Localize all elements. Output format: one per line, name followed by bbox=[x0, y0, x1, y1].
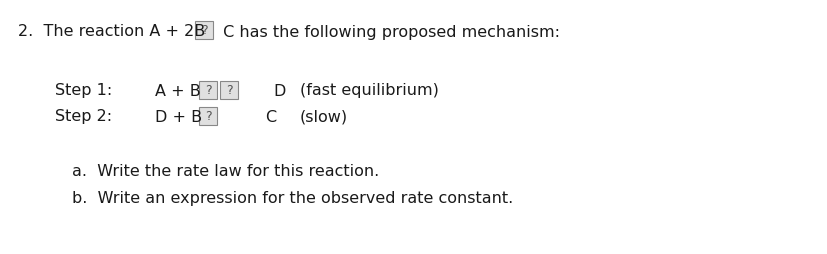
Text: ?: ? bbox=[200, 24, 207, 37]
Text: b.  Write an expression for the observed rate constant.: b. Write an expression for the observed … bbox=[72, 192, 513, 207]
Text: (fast equilibrium): (fast equilibrium) bbox=[299, 84, 438, 99]
Text: C: C bbox=[265, 109, 275, 124]
Text: a.  Write the rate law for this reaction.: a. Write the rate law for this reaction. bbox=[72, 165, 379, 180]
FancyBboxPatch shape bbox=[195, 21, 213, 39]
Text: ?: ? bbox=[204, 84, 211, 97]
Text: 2.  The reaction A + 2B: 2. The reaction A + 2B bbox=[18, 24, 210, 40]
Text: D: D bbox=[273, 84, 285, 99]
Text: D + B: D + B bbox=[155, 109, 202, 124]
Text: ?: ? bbox=[226, 84, 232, 97]
Text: ?: ? bbox=[204, 109, 211, 122]
FancyBboxPatch shape bbox=[198, 107, 217, 125]
FancyBboxPatch shape bbox=[220, 81, 237, 99]
Text: C has the following proposed mechanism:: C has the following proposed mechanism: bbox=[218, 24, 559, 40]
FancyBboxPatch shape bbox=[198, 81, 217, 99]
Text: (slow): (slow) bbox=[299, 109, 347, 124]
Text: Step 2:: Step 2: bbox=[55, 109, 112, 124]
Text: A + B: A + B bbox=[155, 84, 200, 99]
Text: Step 1:: Step 1: bbox=[55, 84, 112, 99]
